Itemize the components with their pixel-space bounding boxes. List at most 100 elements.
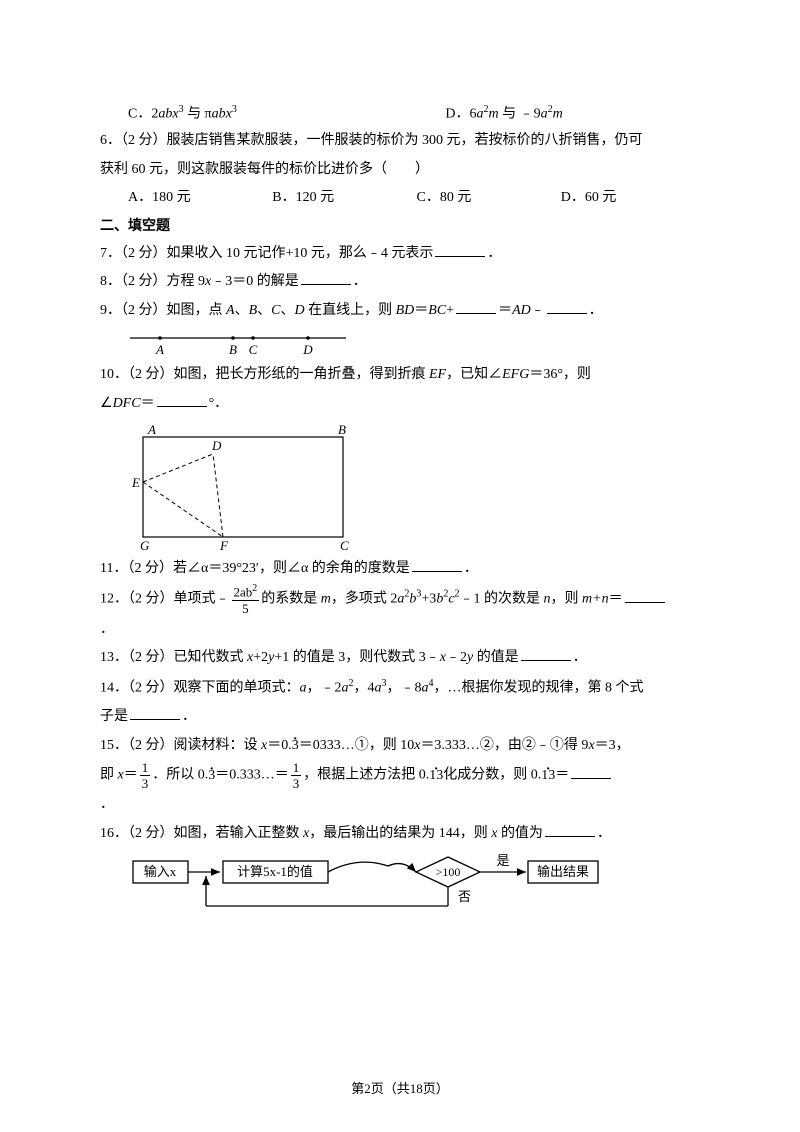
blank <box>157 392 207 407</box>
text: ．所以 0. <box>152 768 208 783</box>
svg-text:E: E <box>131 475 140 490</box>
text: +3 <box>421 592 436 607</box>
q6-options: A．180 元 B．120 元 C．80 元 D．60 元 <box>128 185 705 212</box>
svg-text:D: D <box>302 342 313 357</box>
svg-text:C: C <box>340 538 349 552</box>
text: ，﹣2 <box>307 680 342 695</box>
var: D <box>294 303 304 318</box>
text: ，…根据你发现的规律，第 8 个式 <box>434 680 644 695</box>
text: 在直线上，则 <box>305 303 396 318</box>
blank <box>130 705 180 720</box>
text: ＝ <box>141 396 155 411</box>
den: 5 <box>232 601 260 615</box>
var: m <box>321 592 331 607</box>
q5-opt-c: C．2abx3 与 πabx3 <box>128 100 445 128</box>
text: ＝0. <box>267 738 292 753</box>
q9: 9．（2 分）如图，点 A、B、C、D 在直线上，则 BD＝BC+＝AD﹣． <box>100 298 705 325</box>
text: ． <box>100 797 114 812</box>
svg-text:输出结果: 输出结果 <box>537 864 589 879</box>
text: ，最后输出的结果为 144，则 <box>309 826 491 841</box>
text: ＝0.333…＝ <box>215 768 289 783</box>
var: n <box>544 592 551 607</box>
q6-opt-c: C．80 元 <box>417 185 561 212</box>
q16-flowchart: 输入x 计算5x-1的值 >100 是 输出结果 否 <box>128 851 608 921</box>
var: m <box>488 107 498 122</box>
text: 、 <box>280 303 294 318</box>
q10-line2: ∠DFC＝°． <box>100 391 705 418</box>
var: m+n <box>582 592 609 607</box>
text: 第 <box>351 1081 364 1096</box>
text: C．2 <box>128 107 158 122</box>
text: ﹣3＝0 的解是 <box>211 274 299 289</box>
text: 页（共 <box>371 1081 410 1096</box>
q6-opt-d: D．60 元 <box>561 185 705 212</box>
text: ＝0333…①，则 10 <box>299 738 415 753</box>
text: 与 ﹣9 <box>499 107 541 122</box>
repeating: 13 <box>541 768 555 783</box>
text: ． <box>597 826 611 841</box>
text: ﹣2 <box>446 650 467 665</box>
text: 化成分数，则 0. <box>443 768 541 783</box>
svg-text:D: D <box>211 438 222 453</box>
q6-stem-line1: 6．（2 分）服装店销售某款服装，一件服装的标价为 300 元，若按标价的八折销… <box>100 128 705 155</box>
text: °． <box>209 396 229 411</box>
text: ＝ <box>414 303 428 318</box>
var: abx <box>158 107 178 122</box>
var: abx <box>212 107 232 122</box>
text: ＝3.333…②，由②﹣①得 9 <box>420 738 588 753</box>
text: ，﹣8 <box>387 680 422 695</box>
blank <box>456 299 496 314</box>
q15-end: ． <box>100 792 705 819</box>
fraction: 2ab25 <box>232 584 260 614</box>
text: ． <box>573 650 587 665</box>
text: 、 <box>235 303 249 318</box>
num: 1 <box>291 761 302 776</box>
text: 7．（2 分）如果收入 10 元记作+10 元，那么﹣4 元表示 <box>100 246 433 261</box>
svg-text:B: B <box>338 422 346 437</box>
var: BC <box>428 303 446 318</box>
text: 、 <box>257 303 271 318</box>
text: ＝36°，则 <box>529 367 591 382</box>
q10-figure: A B C D E F G <box>128 422 358 552</box>
q8: 8．（2 分）方程 9x﹣3＝0 的解是． <box>100 269 705 296</box>
text: D．6 <box>445 107 476 122</box>
text: ＝ <box>609 592 623 607</box>
svg-text:A: A <box>155 342 164 357</box>
q15-line2: 即 x＝13．所以 0.3＝0.333…＝13，根据上述方法把 0.13化成分数… <box>100 761 705 790</box>
text: ． <box>589 303 603 318</box>
var: AD <box>512 303 531 318</box>
text: ． <box>353 274 367 289</box>
text: ． <box>487 246 501 261</box>
svg-text:计算5x-1的值: 计算5x-1的值 <box>237 864 313 879</box>
svg-text:F: F <box>219 538 229 552</box>
text: ＝ <box>498 303 512 318</box>
q7: 7．（2 分）如果收入 10 元记作+10 元，那么﹣4 元表示 ． <box>100 241 705 268</box>
q10-line1: 10．（2 分）如图，把长方形纸的一角折叠，得到折痕 EF，已知∠EFG＝36°… <box>100 362 705 389</box>
svg-text:G: G <box>140 538 150 552</box>
text: ，多项式 2 <box>331 592 398 607</box>
svg-text:C: C <box>249 342 258 357</box>
text: ，已知∠ <box>446 367 502 382</box>
text: ＝ <box>124 768 138 783</box>
text: ＝3， <box>595 738 630 753</box>
blank <box>571 764 611 779</box>
blank <box>521 646 571 661</box>
blank <box>301 270 351 285</box>
num: 2ab <box>234 585 253 600</box>
text: ﹣1 的次数是 <box>460 592 544 607</box>
text: 8．（2 分）方程 9 <box>100 274 205 289</box>
var: m <box>553 107 563 122</box>
q11: 11．（2 分）若∠α＝39°23′，则∠α 的余角的度数是． <box>100 556 705 583</box>
text: 9．（2 分）如图，点 <box>100 303 226 318</box>
text: ＝ <box>555 768 569 783</box>
svg-text:A: A <box>147 422 156 437</box>
var: a <box>300 680 307 695</box>
repeating: 3 <box>208 768 215 783</box>
blank <box>545 822 595 837</box>
text: 11．（2 分）若∠α＝39°23′，则∠α 的余角的度数是 <box>100 561 410 576</box>
blank <box>625 588 665 603</box>
var: a <box>422 680 429 695</box>
text: 子是 <box>100 709 128 724</box>
q5-opt-d: D．6a2m 与 ﹣9a2m <box>445 100 705 128</box>
text: +1 的值是 3，则代数式 3﹣ <box>274 650 439 665</box>
